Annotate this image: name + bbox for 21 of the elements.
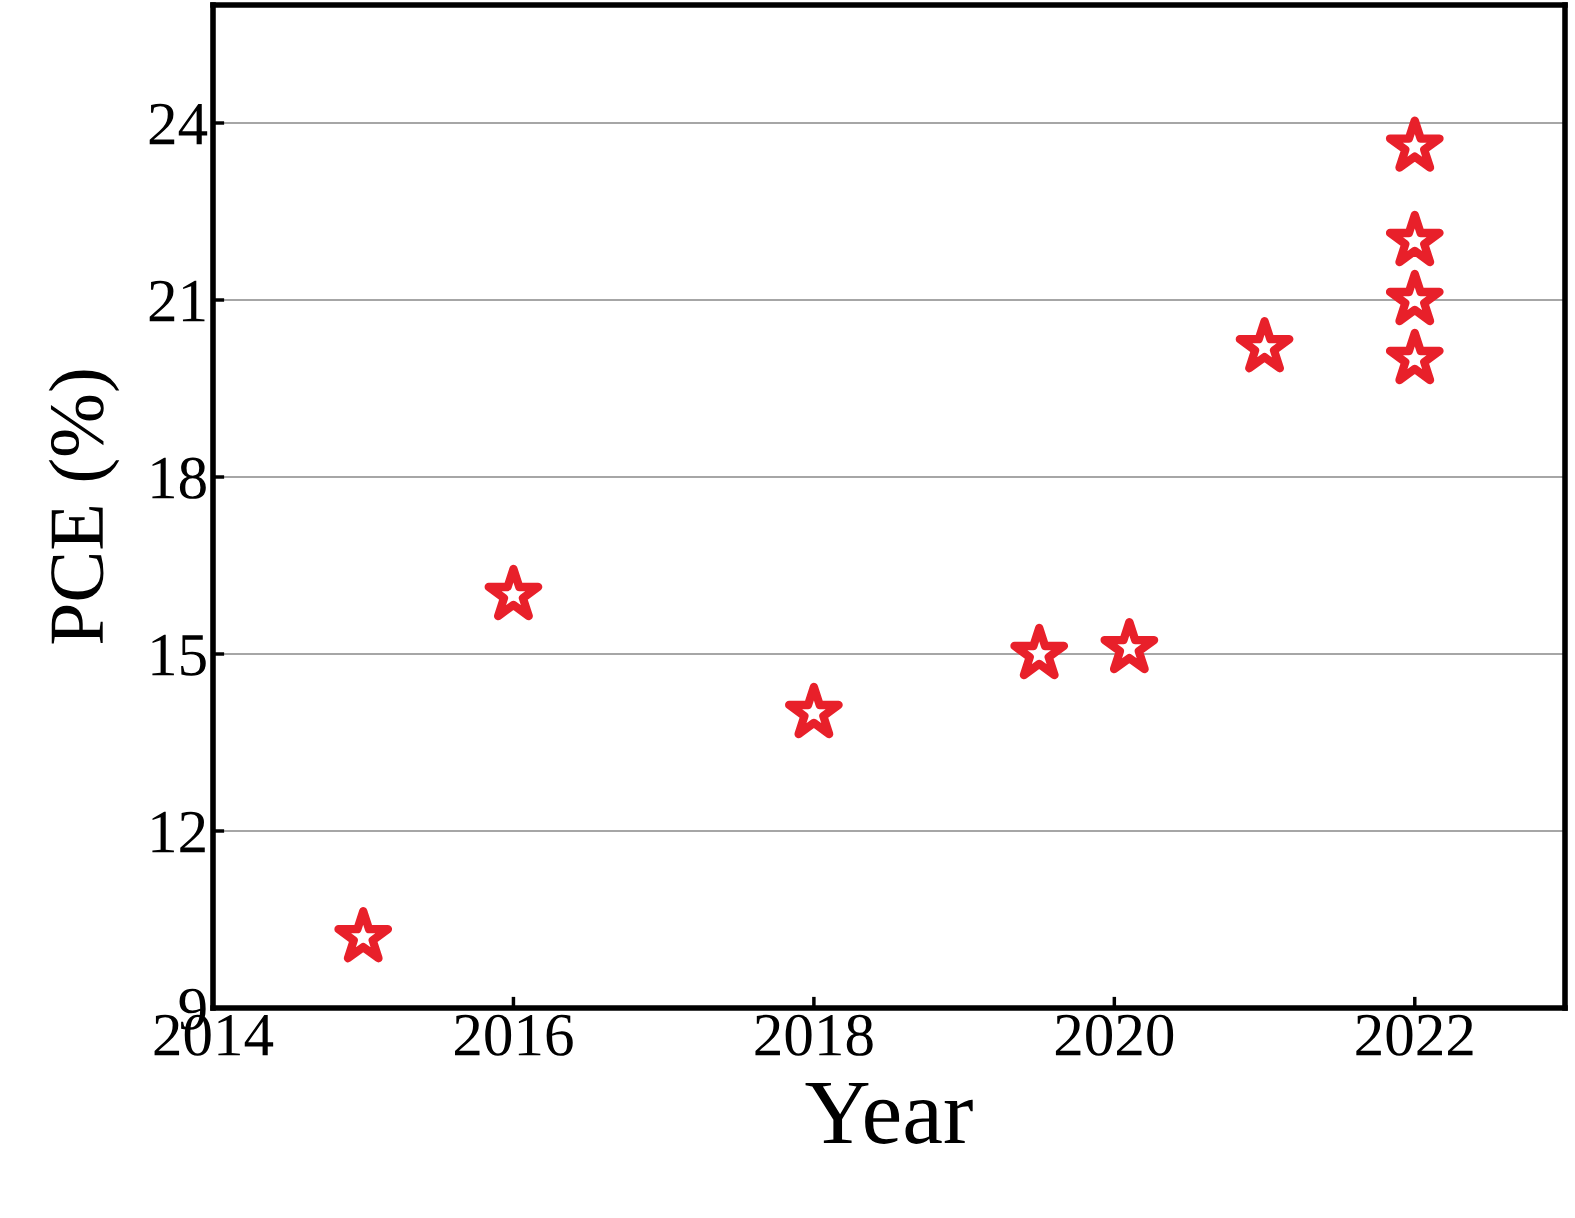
y-tick-label: 18 — [152, 457, 206, 499]
point — [1385, 210, 1444, 267]
x-tick-label: 2020 — [1055, 1014, 1174, 1056]
point — [1100, 617, 1159, 674]
x-tick-label: 2016 — [455, 1014, 573, 1056]
x-axis-title: Year — [805, 1082, 973, 1144]
point — [334, 907, 393, 963]
y-tick-label: 21 — [149, 280, 205, 322]
point — [1010, 623, 1069, 680]
x-tick-label: 2022 — [1356, 1014, 1473, 1056]
point — [1385, 269, 1444, 326]
x-tick-label: 2018 — [755, 1014, 873, 1056]
y-tick-label: 12 — [152, 811, 205, 853]
point — [1235, 317, 1294, 373]
y-tick-label: 15 — [152, 634, 206, 676]
y-axis-title: PCE (%) — [48, 370, 120, 644]
point — [785, 682, 843, 739]
y-tick-label: 24 — [149, 103, 208, 145]
point — [1385, 328, 1444, 385]
point — [1385, 116, 1444, 172]
point — [484, 564, 543, 621]
